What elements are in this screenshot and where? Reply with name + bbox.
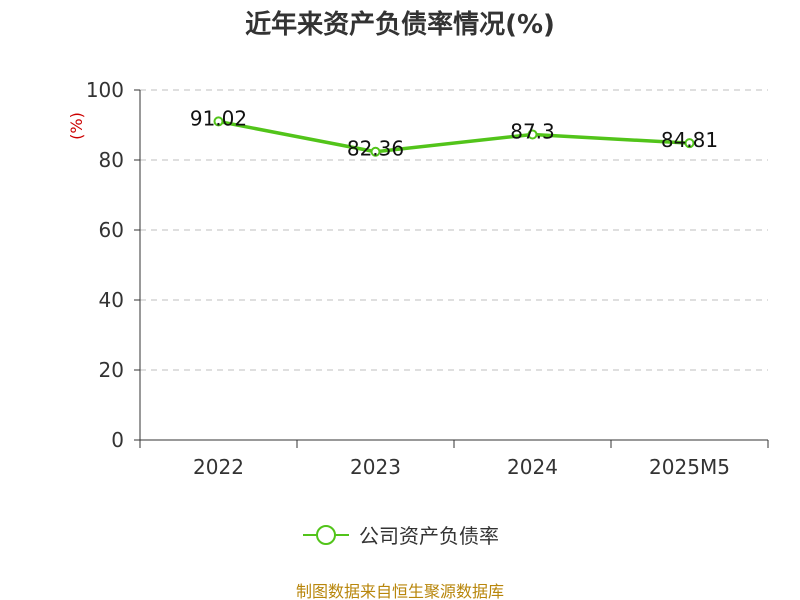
- data-point: [370, 146, 381, 157]
- y-tick-label: 40: [99, 288, 124, 312]
- x-tick-label: 2025M5: [649, 455, 730, 479]
- data-point: [684, 138, 695, 149]
- source-note: 制图数据来自恒生聚源数据库: [295, 582, 504, 600]
- y-tick-label: 80: [99, 148, 124, 172]
- data-label: 84.81: [661, 128, 718, 152]
- data-label: 82.36: [347, 137, 404, 161]
- y-tick-label: 0: [111, 428, 124, 452]
- data-point: [213, 116, 224, 127]
- series-line: [218, 119, 690, 154]
- data-label: 91.02: [190, 106, 247, 130]
- legend-label: 公司资产负债率: [359, 524, 499, 548]
- chart-title: 近年来资产负债率情况(%): [245, 10, 555, 40]
- legend-marker-icon: [303, 524, 349, 545]
- data-label: 87.3: [510, 119, 555, 143]
- y-tick-label: 20: [99, 358, 124, 382]
- x-tick-label: 2023: [350, 455, 401, 479]
- y-tick-label: 100: [86, 78, 124, 102]
- y-tick-label: 60: [99, 218, 124, 242]
- x-tick-label: 2022: [193, 455, 244, 479]
- data-point: [527, 129, 538, 140]
- x-tick-label: 2024: [507, 455, 558, 479]
- legend: 公司资产负债率: [0, 520, 800, 549]
- y-axis-label: (%): [67, 112, 86, 140]
